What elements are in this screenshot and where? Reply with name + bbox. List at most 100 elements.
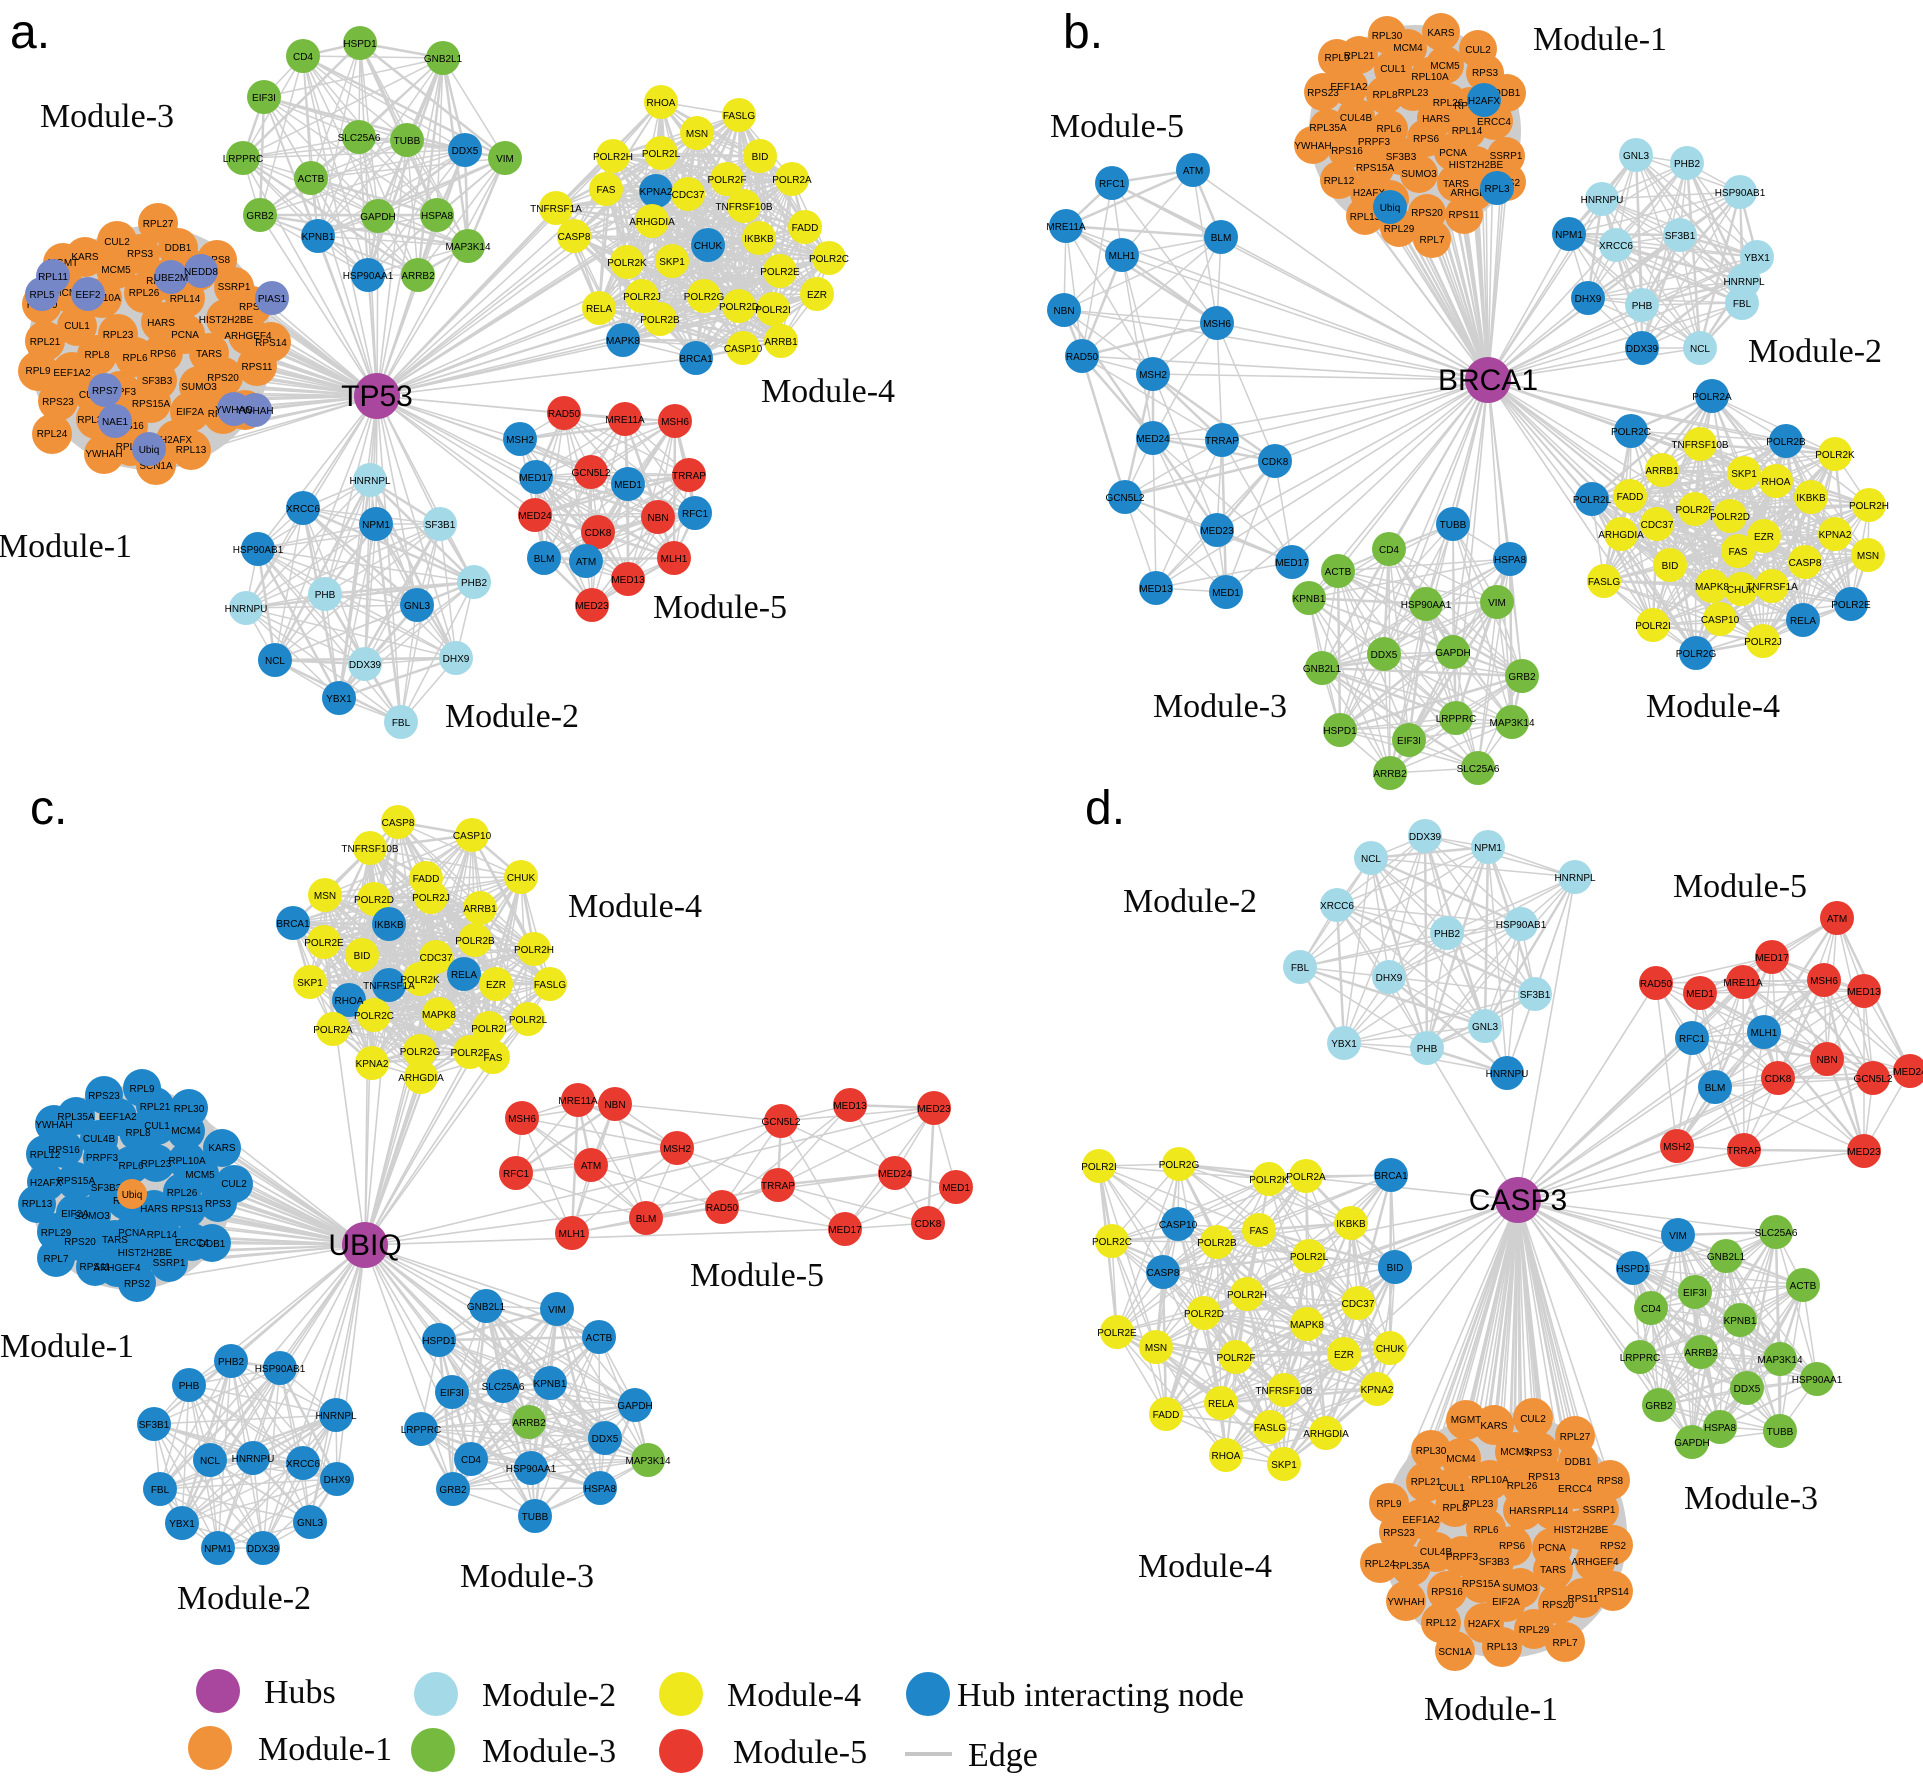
- svg-text:ERCC4: ERCC4: [1477, 117, 1511, 128]
- svg-text:MED17: MED17: [1755, 953, 1789, 964]
- svg-text:POLR2L: POLR2L: [509, 1015, 548, 1026]
- svg-text:RPL9: RPL9: [25, 366, 50, 377]
- svg-text:d.: d.: [1085, 782, 1125, 835]
- svg-text:RPS13: RPS13: [171, 1204, 203, 1215]
- svg-text:Edge: Edge: [968, 1737, 1038, 1774]
- svg-text:DHX9: DHX9: [1376, 973, 1403, 984]
- svg-text:DDX5: DDX5: [452, 146, 479, 157]
- svg-text:CASP8: CASP8: [1789, 558, 1822, 569]
- svg-text:MAP3K14: MAP3K14: [445, 242, 490, 253]
- svg-text:DDB1: DDB1: [199, 1239, 226, 1250]
- svg-text:BRCA1: BRCA1: [276, 919, 310, 930]
- svg-text:RPL29: RPL29: [41, 1228, 72, 1239]
- svg-text:DDX5: DDX5: [592, 1434, 619, 1445]
- svg-text:CDK8: CDK8: [915, 1219, 942, 1230]
- svg-text:HSP90AA1: HSP90AA1: [343, 271, 394, 282]
- svg-text:VIM: VIM: [1488, 598, 1506, 609]
- svg-text:ARRB2: ARRB2: [1373, 769, 1407, 780]
- svg-text:RPL12: RPL12: [1426, 1618, 1457, 1629]
- svg-text:RPS23: RPS23: [1383, 1528, 1415, 1539]
- svg-text:RPL23: RPL23: [103, 330, 134, 341]
- svg-text:POLR2H: POLR2H: [593, 152, 633, 163]
- svg-text:TUBB: TUBB: [1440, 520, 1467, 531]
- svg-text:EZR: EZR: [807, 290, 827, 301]
- svg-text:KPNB1: KPNB1: [1724, 1316, 1757, 1327]
- svg-text:FASLG: FASLG: [534, 980, 566, 991]
- svg-text:HARS: HARS: [1509, 1506, 1537, 1517]
- svg-text:PCNA: PCNA: [118, 1228, 146, 1239]
- svg-text:RPL9: RPL9: [1376, 1499, 1401, 1510]
- svg-text:SCN1A: SCN1A: [1438, 1647, 1472, 1658]
- svg-text:CASP10: CASP10: [453, 831, 492, 842]
- svg-text:POLR2F: POLR2F: [1217, 1353, 1256, 1364]
- svg-text:RPL13: RPL13: [176, 445, 207, 456]
- svg-text:RPL7: RPL7: [43, 1254, 68, 1265]
- svg-text:Module-2: Module-2: [1748, 333, 1882, 370]
- svg-text:RPS23: RPS23: [42, 397, 74, 408]
- svg-text:CUL4B: CUL4B: [1420, 1547, 1453, 1558]
- svg-text:HSPA8: HSPA8: [1494, 555, 1526, 566]
- svg-text:ACTB: ACTB: [586, 1333, 613, 1344]
- svg-text:NCL: NCL: [1361, 854, 1381, 865]
- svg-text:RPL30: RPL30: [1416, 1446, 1447, 1457]
- svg-text:RPS23: RPS23: [88, 1091, 120, 1102]
- svg-text:MLH1: MLH1: [1109, 251, 1136, 262]
- svg-text:EEF1A2: EEF1A2: [53, 368, 91, 379]
- svg-text:Module-5: Module-5: [690, 1257, 824, 1294]
- svg-text:TRRAP: TRRAP: [761, 1181, 795, 1192]
- svg-text:KPNA2: KPNA2: [1819, 530, 1852, 541]
- svg-text:MCM5: MCM5: [1500, 1447, 1530, 1458]
- svg-text:SF3B3: SF3B3: [142, 376, 173, 387]
- svg-text:HARS: HARS: [140, 1204, 168, 1215]
- svg-text:RPS6: RPS6: [1499, 1541, 1526, 1552]
- svg-text:IKBKB: IKBKB: [744, 234, 774, 245]
- svg-text:MAPK8: MAPK8: [422, 1010, 456, 1021]
- svg-text:POLR2B: POLR2B: [1766, 437, 1806, 448]
- svg-text:CASP8: CASP8: [558, 232, 591, 243]
- svg-text:ARRB2: ARRB2: [512, 1418, 546, 1429]
- svg-text:POLR2L: POLR2L: [1573, 495, 1612, 506]
- svg-text:VIM: VIM: [548, 1305, 566, 1316]
- svg-text:HNRNPU: HNRNPU: [1486, 1069, 1529, 1080]
- svg-text:RPL26: RPL26: [167, 1188, 198, 1199]
- svg-text:RPS15A: RPS15A: [57, 1176, 96, 1187]
- svg-text:MCM4: MCM4: [1446, 1454, 1476, 1465]
- svg-text:MSN: MSN: [686, 129, 708, 140]
- svg-text:RPL7: RPL7: [1552, 1638, 1577, 1649]
- svg-text:H2AFX: H2AFX: [1468, 1619, 1501, 1630]
- svg-text:HNRNPU: HNRNPU: [232, 1454, 275, 1465]
- svg-text:MED23: MED23: [575, 601, 609, 612]
- svg-text:TRRAP: TRRAP: [672, 471, 706, 482]
- svg-text:POLR2C: POLR2C: [354, 1011, 394, 1022]
- svg-text:HARS: HARS: [147, 318, 175, 329]
- svg-text:HIST2H2BE: HIST2H2BE: [199, 315, 254, 326]
- svg-text:BLM: BLM: [1211, 233, 1232, 244]
- svg-text:RPL8: RPL8: [84, 350, 109, 361]
- svg-text:MED24: MED24: [1136, 434, 1170, 445]
- svg-text:SF3B1: SF3B1: [1665, 231, 1696, 242]
- svg-text:POLR2J: POLR2J: [1744, 637, 1782, 648]
- svg-text:KARS: KARS: [71, 252, 99, 263]
- svg-text:YWHAH: YWHAH: [1387, 1597, 1424, 1608]
- svg-text:Module-1: Module-1: [1424, 1691, 1558, 1728]
- svg-text:GCN5L2: GCN5L2: [572, 468, 611, 479]
- svg-text:RPL12: RPL12: [30, 1150, 61, 1161]
- svg-text:LRPPRC: LRPPRC: [1436, 714, 1477, 725]
- svg-text:POLR2D: POLR2D: [354, 895, 394, 906]
- svg-text:POLR2K: POLR2K: [1249, 1175, 1289, 1186]
- svg-text:Module-4: Module-4: [761, 373, 895, 410]
- svg-text:EEF2: EEF2: [75, 290, 100, 301]
- svg-text:MCM5: MCM5: [101, 265, 131, 276]
- svg-text:GCN5L2: GCN5L2: [1854, 1074, 1893, 1085]
- svg-text:TNFRSF10B: TNFRSF10B: [715, 202, 773, 213]
- svg-text:CDC37: CDC37: [420, 953, 453, 964]
- svg-text:TUBB: TUBB: [522, 1512, 549, 1523]
- svg-text:RPL6: RPL6: [1376, 124, 1401, 135]
- svg-text:POLR2E: POLR2E: [1831, 600, 1871, 611]
- svg-text:CDK8: CDK8: [1765, 1074, 1792, 1085]
- svg-text:RPS6: RPS6: [150, 349, 177, 360]
- svg-text:CHUK: CHUK: [1727, 585, 1756, 596]
- svg-text:TRRAP: TRRAP: [1727, 1146, 1761, 1157]
- svg-text:CDK8: CDK8: [585, 528, 612, 539]
- svg-text:PIAS1: PIAS1: [258, 294, 287, 305]
